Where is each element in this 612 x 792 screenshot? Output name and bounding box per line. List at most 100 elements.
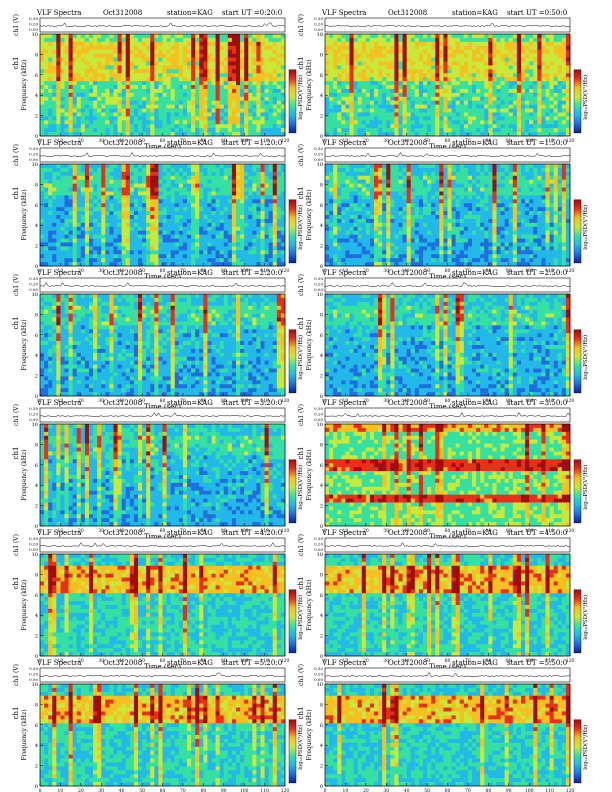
heatmap-cell xyxy=(228,54,232,58)
heatmap-cell xyxy=(101,54,105,58)
heatmap-cell xyxy=(252,34,256,38)
heatmap-cell xyxy=(73,46,77,50)
heatmap-cell xyxy=(134,69,138,73)
heatmap-cell xyxy=(269,105,273,109)
heatmap-cell xyxy=(118,105,122,109)
heatmap-cell xyxy=(191,128,195,132)
heatmap-cell xyxy=(195,120,199,124)
heatmap-cell xyxy=(56,81,60,85)
heatmap-cell xyxy=(386,112,390,116)
heatmap-cell xyxy=(224,120,228,124)
heatmap-cell xyxy=(85,46,89,50)
heatmap-cell xyxy=(175,85,179,89)
heatmap-cell xyxy=(265,38,269,42)
heatmap-cell xyxy=(382,81,386,85)
heatmap-cell xyxy=(256,109,260,113)
heatmap-cell xyxy=(60,73,64,77)
heatmap-cell xyxy=(154,105,158,109)
heatmap-cell xyxy=(236,65,240,69)
heatmap-cell xyxy=(329,69,333,73)
heatmap-cell xyxy=(382,54,386,58)
heatmap-cell xyxy=(183,101,187,105)
heatmap-cell xyxy=(199,128,203,132)
heatmap-cell xyxy=(261,77,265,81)
heatmap-cell xyxy=(171,42,175,46)
heatmap-cell xyxy=(97,101,101,105)
heatmap-cell xyxy=(89,128,93,132)
heatmap-cell xyxy=(354,93,358,97)
heatmap-cell xyxy=(207,61,211,65)
heatmap-cell xyxy=(85,50,89,54)
heatmap-cell xyxy=(56,116,60,120)
heatmap-cell xyxy=(69,38,73,42)
heatmap-cell xyxy=(65,85,69,89)
heatmap-cell xyxy=(48,85,52,89)
heatmap-cell xyxy=(382,42,386,46)
heatmap-cell xyxy=(350,124,354,128)
heatmap-cell xyxy=(212,128,216,132)
heatmap-cell xyxy=(48,61,52,65)
heatmap-cell xyxy=(325,89,329,93)
heatmap-cell xyxy=(154,89,158,93)
heatmap-cell xyxy=(362,50,366,54)
heatmap-cell xyxy=(240,112,244,116)
heatmap-cell xyxy=(187,128,191,132)
heatmap-cell xyxy=(337,128,341,132)
heatmap-cell xyxy=(394,42,398,46)
heatmap-cell xyxy=(333,109,337,113)
heatmap-cell xyxy=(122,116,126,120)
heatmap-cell xyxy=(105,120,109,124)
heatmap-cell xyxy=(256,69,260,73)
heatmap-cell xyxy=(390,120,394,124)
heatmap-cell xyxy=(329,93,333,97)
heatmap-cell xyxy=(85,65,89,69)
heatmap-cell xyxy=(261,128,265,132)
heatmap-cell xyxy=(114,128,118,132)
heatmap-cell xyxy=(333,120,337,124)
heatmap-cell xyxy=(191,109,195,113)
heatmap-cell xyxy=(333,112,337,116)
heatmap-cell xyxy=(138,85,142,89)
heatmap-cell xyxy=(118,109,122,113)
heatmap-cell xyxy=(207,54,211,58)
heatmap-cell xyxy=(370,116,374,120)
heatmap-cell xyxy=(163,42,167,46)
heatmap-cell xyxy=(48,42,52,46)
heatmap-cell xyxy=(358,38,362,42)
heatmap-cell xyxy=(65,58,69,62)
heatmap-cell xyxy=(358,85,362,89)
heatmap-cell xyxy=(261,46,265,50)
heatmap-cell xyxy=(93,81,97,85)
heatmap-cell xyxy=(109,65,113,69)
heatmap-cell xyxy=(183,77,187,81)
heatmap-cell xyxy=(130,105,134,109)
heatmap-cell xyxy=(40,38,44,42)
heatmap-cell xyxy=(138,42,142,46)
heatmap-cell xyxy=(220,101,224,105)
heatmap-cell xyxy=(252,128,256,132)
heatmap-cell xyxy=(167,42,171,46)
heatmap-cell xyxy=(341,42,345,46)
heatmap-cell xyxy=(130,69,134,73)
heatmap-cell xyxy=(199,34,203,38)
heatmap-cell xyxy=(244,42,248,46)
heatmap-cell xyxy=(378,34,382,38)
heatmap-cell xyxy=(183,50,187,54)
heatmap-cell xyxy=(118,116,122,120)
heatmap-cell xyxy=(390,50,394,54)
heatmap-cell xyxy=(378,58,382,62)
heatmap-cell xyxy=(167,46,171,50)
heatmap-cell xyxy=(362,58,366,62)
heatmap-cell xyxy=(163,73,167,77)
heatmap-cell xyxy=(187,46,191,50)
heatmap-cell xyxy=(228,81,232,85)
heatmap-cell xyxy=(134,77,138,81)
heatmap-cell xyxy=(216,38,220,42)
heatmap-cell xyxy=(203,101,207,105)
heatmap-cell xyxy=(146,101,150,105)
heatmap-cell xyxy=(44,85,48,89)
heatmap-cell xyxy=(354,128,358,132)
heatmap-cell xyxy=(236,58,240,62)
heatmap-cell xyxy=(256,89,260,93)
heatmap-cell xyxy=(69,89,73,93)
